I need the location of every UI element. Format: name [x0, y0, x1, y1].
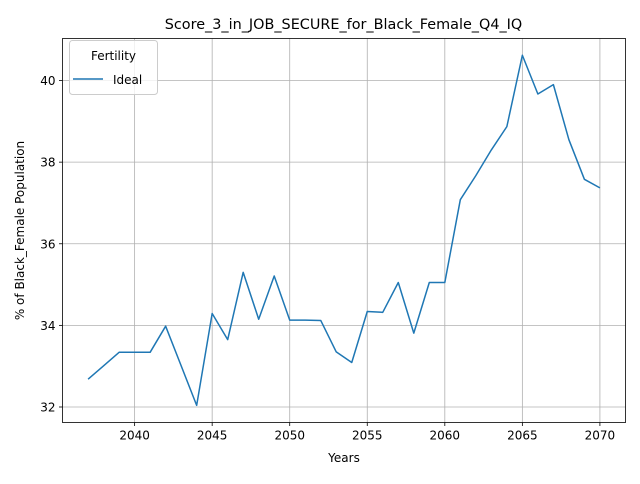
x-tick-label: 2070: [585, 429, 616, 443]
grid: [62, 38, 626, 423]
x-tick-label: 2060: [430, 429, 461, 443]
y-tick-label: 40: [40, 74, 55, 88]
x-axis: 2040 2045 2050 2055 2060 2065 2070: [119, 422, 616, 443]
series-layer: [87, 54, 601, 407]
legend-box: [69, 40, 158, 95]
legend: Fertility Ideal: [69, 40, 158, 95]
x-tick-label: 2045: [197, 429, 228, 443]
x-tick-label: 2065: [507, 429, 538, 443]
series-line-ideal: [87, 54, 601, 407]
y-tick-label: 32: [40, 400, 55, 414]
y-tick-label: 34: [40, 319, 55, 333]
x-tick-label: 2040: [119, 429, 150, 443]
legend-label-ideal: Ideal: [113, 73, 142, 87]
x-axis-label: Years: [327, 451, 360, 465]
y-axis: 32 34 36 38 40: [40, 74, 63, 414]
y-axis-label: % of Black_Female Population: [13, 141, 27, 320]
y-tick-label: 38: [40, 156, 55, 170]
y-tick-label: 36: [40, 237, 55, 251]
x-tick-label: 2050: [274, 429, 305, 443]
chart-title: Score_3_in_JOB_SECURE_for_Black_Female_Q…: [165, 17, 523, 33]
plot-area-frame: [62, 38, 626, 423]
legend-title: Fertility: [91, 49, 136, 63]
x-tick-label: 2055: [352, 429, 383, 443]
